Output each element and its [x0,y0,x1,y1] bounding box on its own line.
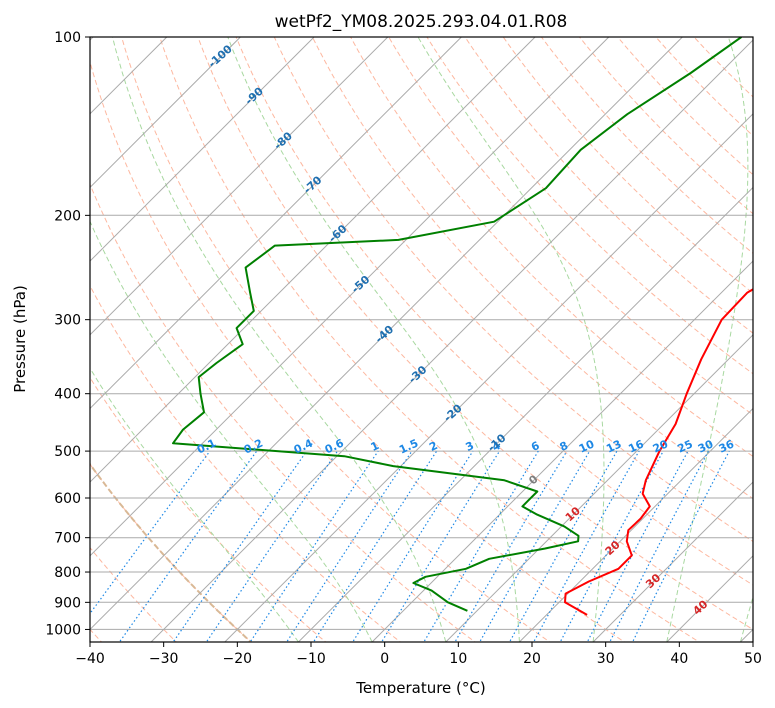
dry-adiabat-line [693,37,753,98]
dry-adiabat-line [578,37,753,215]
isotherm-line [666,555,753,642]
mixing-ratio-label: 13 [604,437,623,455]
mixing-ratio-label: 1.5 [397,437,420,457]
mixing-ratio-label: 6 [529,439,542,454]
mixing-ratio-line [90,450,211,615]
mixing-ratio-line [454,450,568,642]
isotherm-line [445,334,753,642]
mixing-ratio-line [118,450,258,642]
x-tick-label: −30 [149,651,179,667]
mixing-ratio-line [312,450,438,642]
moist-adiabat-line [417,37,605,642]
isotherm-line [90,37,683,631]
x-tick-label: 30 [597,651,615,667]
y-tick-label: 500 [54,444,81,460]
mixing-ratio-label: 0.2 [242,437,265,457]
isotherm-line [592,481,753,642]
moist-adiabat-line [739,595,753,642]
y-tick-label: 400 [54,387,81,403]
x-tick-label: −20 [223,651,253,667]
x-tick-label: 50 [744,651,762,667]
dry-adiabat-line [90,183,476,642]
x-tick-label: 20 [523,651,541,667]
mixing-ratio-line [609,450,710,642]
moist-adiabat-line [666,37,749,642]
isotherm-line [90,37,536,483]
isotherm-line [90,37,610,557]
mixing-ratio-line [352,450,474,642]
isotherm-line [90,37,462,410]
mixing-ratio-line [285,450,413,642]
mixing-ratio-label: 20 [651,437,671,455]
y-tick-label: 800 [54,565,81,581]
y-tick-label: 200 [54,208,81,224]
dry-adiabat-line [388,37,753,416]
x-tick-label: 0 [380,651,389,667]
moist-adiabat-line [112,37,447,642]
dewpoint-profile-line [172,37,742,612]
isotherm-line [371,260,753,642]
y-tick-label: 300 [54,313,81,329]
temperature-profile-line [564,288,753,616]
mixing-ratio-label: 0.1 [195,437,218,457]
isotherm-line [90,37,315,262]
mixing-ratio-label: 3 [464,439,476,454]
plot-frame [89,36,754,643]
mixing-ratio-label: 25 [675,437,694,455]
y-tick-label: 1000 [45,622,81,638]
isotherm-line [90,37,389,336]
mixing-ratio-line [172,450,308,642]
dry-adiabat-line [426,37,753,375]
x-axis-label: Temperature (°C) [355,679,485,697]
chart-title: wetPf2_YM08.2025.293.04.01.R08 [275,12,568,32]
mixing-ratio-label: 36 [717,437,737,455]
mixing-ratio-line [249,450,379,642]
y-axis-label: Pressure (hPa) [11,285,29,393]
dry-adiabat-line [655,37,753,137]
mixing-ratio-line [559,450,664,642]
dry-adiabat-line [350,37,753,458]
mixing-ratio-label: 1 [369,439,381,454]
isotherm-line [150,39,753,642]
isotherm-line [519,407,753,642]
mixing-ratio-label: 0.6 [323,436,346,456]
dry-adiabat-line [273,37,753,543]
x-tick-label: −10 [296,651,326,667]
isotherm-line [90,37,241,189]
isotherm-line [224,113,753,642]
mixing-ratio-label: 30 [696,437,716,455]
dry-adiabat-line [121,37,626,642]
y-tick-label: 900 [54,595,81,611]
dry-adiabat-line [90,463,252,642]
isotherm-line [740,628,753,642]
dry-adiabat-line [90,284,402,642]
dry-adiabat-line [159,37,701,642]
y-tick-label: 600 [54,491,81,507]
x-tick-label: 40 [670,651,688,667]
mixing-ratio-line [205,450,338,642]
dry-adiabat-line [197,37,753,630]
x-tick-label: −40 [75,651,105,667]
isotherm-line [298,186,753,642]
moist-adiabat-line [227,37,520,642]
dry-adiabat-line [540,37,753,254]
moist-adiabat-line [90,220,373,642]
mixing-ratio-line [586,450,689,642]
reference-adiabat-line [90,462,253,642]
y-tick-label: 700 [54,531,81,547]
dry-adiabat-line [311,37,753,500]
mixing-ratio-label: 16 [626,437,646,455]
mixing-ratio-label: 10 [577,437,597,455]
y-tick-label: 100 [54,30,81,46]
mixing-ratio-line [380,450,501,642]
x-tick-label: 10 [449,651,467,667]
dry-adiabat-line [235,37,753,586]
